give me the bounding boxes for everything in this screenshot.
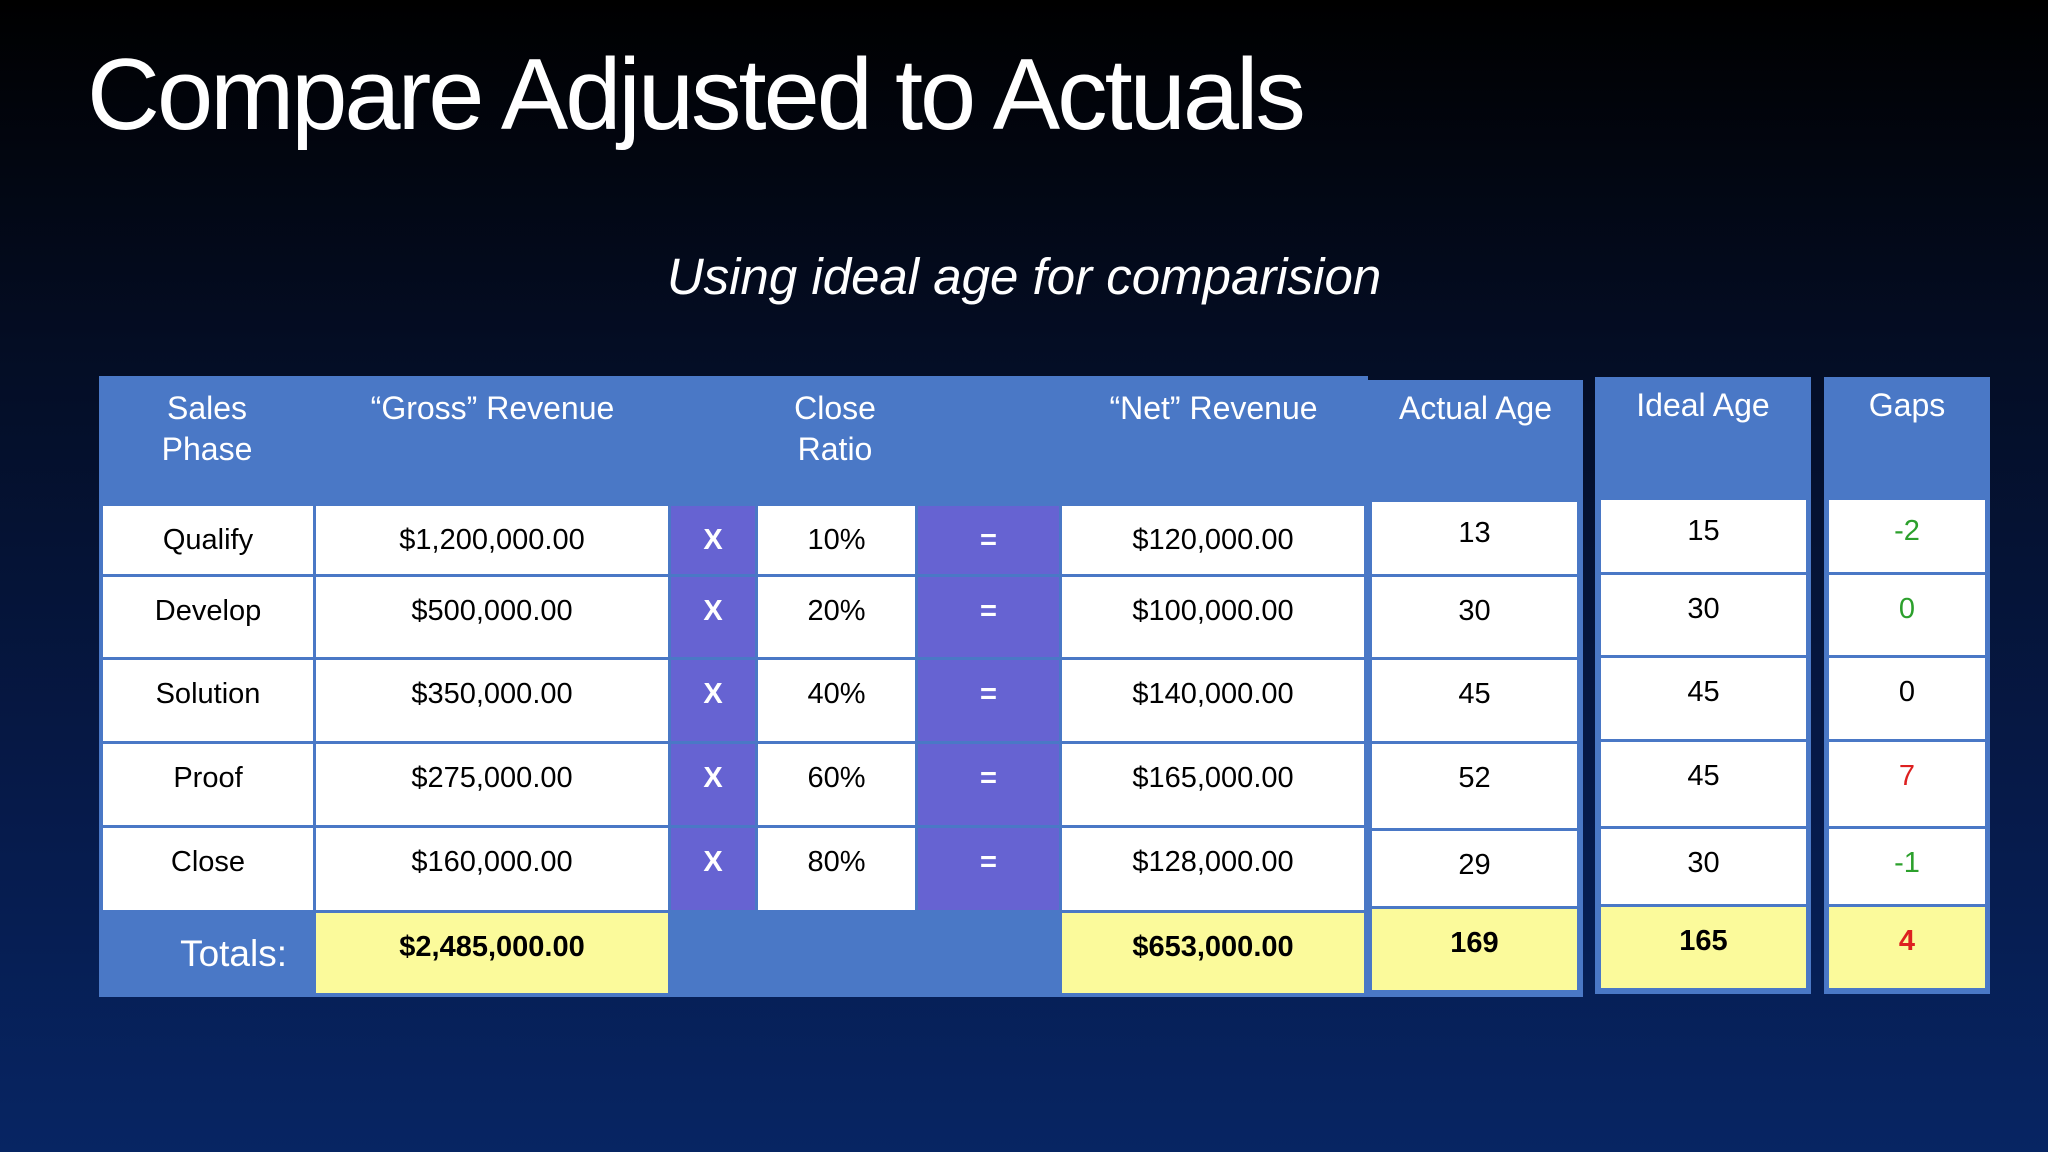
gap-cell: 0: [1829, 658, 1985, 739]
ideal-age-cell: 45: [1601, 742, 1806, 826]
multiply-sign: X: [671, 660, 755, 741]
gross-revenue-cell: $160,000.00: [316, 828, 668, 910]
header-gaps: Gaps: [1868, 387, 1946, 423]
header-sales-phase-line1: Sales: [166, 390, 248, 426]
gross-revenue-cell: $275,000.00: [316, 744, 668, 825]
gross-revenue-cell: $1,200,000.00: [316, 506, 668, 574]
phase-cell: Solution: [103, 660, 313, 741]
header-sales-phase: Sales Phase: [99, 388, 315, 470]
net-revenue-cell: $120,000.00: [1062, 506, 1364, 574]
close-ratio-cell: 80%: [758, 828, 915, 910]
net-revenue-cell: $140,000.00: [1062, 660, 1364, 741]
phase-cell: Proof: [103, 744, 313, 825]
ideal-age-cell: 15: [1601, 500, 1806, 572]
net-revenue-cell: $128,000.00: [1062, 828, 1364, 910]
equals-sign: =: [918, 828, 1059, 910]
ideal-age-cell: 30: [1601, 829, 1806, 904]
gap-cell: 0: [1829, 575, 1985, 655]
multiply-sign: X: [671, 744, 755, 825]
equals-sign: =: [918, 506, 1059, 574]
actual-age-cell: 45: [1372, 660, 1577, 741]
header-close-ratio-line2: Ratio: [797, 431, 873, 467]
header-net-revenue: “Net” Revenue: [1109, 390, 1318, 426]
header-sales-phase-line2: Phase: [161, 431, 253, 467]
total-actual-age: 169: [1372, 909, 1577, 990]
ideal-age-cell: 30: [1601, 575, 1806, 655]
equals-sign: =: [918, 660, 1059, 741]
multiply-sign: X: [671, 577, 755, 657]
phase-cell: Qualify: [103, 506, 313, 574]
net-revenue-cell: $100,000.00: [1062, 577, 1364, 657]
gap-cell: -1: [1829, 829, 1985, 904]
total-net-revenue: $653,000.00: [1062, 913, 1364, 993]
total-ideal-age: 165: [1601, 907, 1806, 988]
actual-age-cell: 52: [1372, 744, 1577, 828]
header-close-ratio: Close Ratio: [755, 388, 915, 470]
phase-cell: Develop: [103, 577, 313, 657]
header-gross-revenue: “Gross” Revenue: [370, 390, 615, 426]
total-gross-revenue: $2,485,000.00: [316, 913, 668, 993]
gross-revenue-cell: $350,000.00: [316, 660, 668, 741]
phase-cell: Close: [103, 828, 313, 910]
gap-cell: -2: [1829, 500, 1985, 572]
gap-cell: 7: [1829, 742, 1985, 826]
gross-revenue-cell: $500,000.00: [316, 577, 668, 657]
slide-title: Compare Adjusted to Actuals: [87, 39, 1306, 151]
net-revenue-cell: $165,000.00: [1062, 744, 1364, 825]
actual-age-cell: 13: [1372, 502, 1577, 574]
slide-subtitle: Using ideal age for comparision: [666, 248, 1382, 305]
multiply-sign: X: [671, 506, 755, 574]
multiply-sign: X: [671, 828, 755, 910]
ideal-age-cell: 45: [1601, 658, 1806, 739]
total-gap: 4: [1829, 907, 1985, 988]
equals-sign: =: [918, 744, 1059, 825]
close-ratio-cell: 40%: [758, 660, 915, 741]
actual-age-cell: 30: [1372, 577, 1577, 657]
header-actual-age: Actual Age: [1399, 390, 1552, 426]
equals-sign: =: [918, 577, 1059, 657]
close-ratio-cell: 10%: [758, 506, 915, 574]
header-ideal-age: Ideal Age: [1636, 387, 1770, 423]
close-ratio-cell: 20%: [758, 577, 915, 657]
actual-age-cell: 29: [1372, 831, 1577, 906]
totals-label: Totals:: [180, 933, 287, 974]
close-ratio-cell: 60%: [758, 744, 915, 825]
header-close-ratio-line1: Close: [794, 390, 876, 426]
